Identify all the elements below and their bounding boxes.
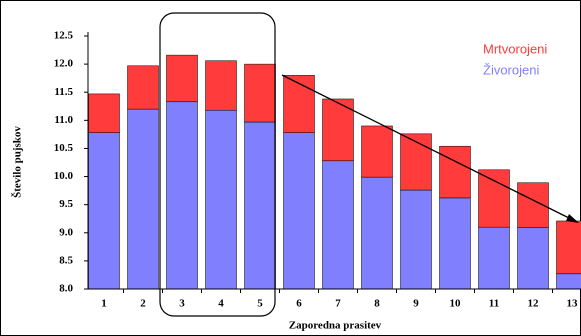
bar-segment — [166, 101, 198, 290]
x-tick-label: 2 — [140, 298, 146, 310]
x-tick-label: 12 — [528, 298, 540, 310]
bar-segment — [244, 121, 276, 290]
bar-segment — [361, 176, 393, 290]
x-tick-label: 10 — [450, 298, 462, 310]
x-axis-label: Zaporedna prasitev — [289, 320, 382, 332]
bar-segment — [478, 226, 510, 290]
bar-segment — [166, 54, 198, 103]
bar-segment — [556, 220, 581, 275]
y-tick-label: 9.5 — [59, 198, 73, 210]
bar-segment — [127, 108, 159, 290]
bar-segment — [322, 160, 354, 290]
y-tick-label: 8.0 — [59, 283, 73, 295]
y-tick-label: 11.5 — [54, 86, 73, 98]
bar-segment — [556, 273, 581, 290]
bar-segment — [127, 65, 159, 110]
x-tick-label: 9 — [413, 298, 419, 310]
y-tick-label: 8.5 — [59, 254, 73, 266]
y-tick-label: 10.0 — [54, 170, 74, 182]
bar-segment — [400, 133, 432, 191]
bar-segment — [283, 132, 315, 290]
x-tick-label: 11 — [489, 298, 499, 310]
y-tick-label: 9.0 — [59, 226, 73, 238]
bar-segment — [88, 93, 120, 133]
y-axis-label: Število pujskov — [11, 126, 24, 198]
x-tick-label: 4 — [218, 298, 224, 310]
legend-entry: Živorojeni — [483, 62, 539, 77]
trend-arrow — [281, 74, 576, 222]
y-tick-label: 12.0 — [54, 58, 74, 70]
y-tick-label: 11.0 — [54, 114, 73, 126]
y-tick-label: 12.5 — [54, 30, 74, 42]
bar-segment — [439, 197, 471, 290]
bar-segment — [400, 189, 432, 290]
x-tick-label: 7 — [335, 298, 341, 310]
bar-segment — [283, 75, 315, 133]
bar-segment — [361, 125, 393, 178]
x-tick-label: 3 — [179, 298, 185, 310]
arrow-head — [566, 214, 579, 223]
bar-segment — [88, 132, 120, 290]
x-tick-label: 8 — [374, 298, 380, 310]
bar-segment — [517, 227, 549, 290]
bar-segment — [244, 63, 276, 123]
bar-segment — [205, 60, 237, 111]
x-tick-label: 1 — [101, 298, 107, 310]
x-tick-label: 13 — [567, 298, 579, 310]
bar-segment — [478, 169, 510, 228]
bar-segment — [439, 145, 471, 199]
bar-segment — [322, 98, 354, 162]
y-tick-label: 10.5 — [54, 142, 74, 154]
bar-segment — [205, 109, 237, 290]
x-tick-label: 5 — [257, 298, 263, 310]
x-tick-label: 6 — [296, 298, 302, 310]
legend-entry: Mrtvorojeni — [483, 41, 547, 56]
highlight-box — [159, 12, 276, 317]
